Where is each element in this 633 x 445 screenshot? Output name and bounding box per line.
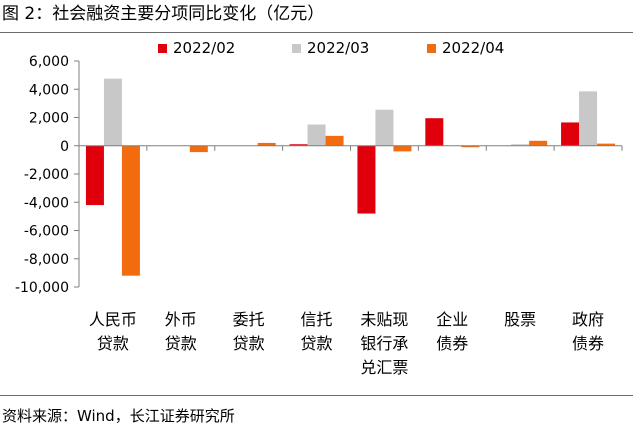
category-label: 债券 (572, 334, 604, 353)
y-tick-label: -8,000 (24, 252, 69, 268)
category-label: 委托 (233, 310, 265, 329)
bar-2022-04 (189, 145, 208, 153)
y-tick-label: -6,000 (24, 224, 69, 240)
bar-2022-03 (579, 91, 598, 146)
bar-chart: 2022/02 2022/03 2022/04 6,000 4,000 2,000 0 -2… (15, 39, 623, 377)
category-label: 企业 (436, 310, 468, 329)
bar-2022-02 (357, 145, 376, 214)
source-note: 资料来源：Wind，长江证券研究所 (2, 407, 235, 425)
y-tick-label: -4,000 (24, 195, 69, 211)
bar-2022-02 (425, 118, 444, 146)
bar-2022-02 (289, 144, 308, 146)
y-tick-label: -2,000 (24, 167, 69, 183)
category-label: 未贴现 (360, 310, 408, 329)
category-label: 贷款 (233, 334, 265, 353)
category-label: 银行承 (360, 334, 408, 353)
bar-2022-04 (461, 145, 480, 148)
chart-legend: 2022/02 2022/03 2022/04 (158, 39, 504, 57)
top-rule (0, 32, 633, 33)
bar-2022-04 (325, 135, 344, 146)
bar-2022-02 (561, 122, 580, 146)
category-label: 政府 (572, 310, 604, 329)
figure-title-bar: 图 2：社会融资主要分项同比变化（亿元） (0, 0, 633, 30)
category-label: 外币 (165, 310, 197, 329)
legend-swatch (158, 44, 167, 53)
bar-2022-03 (307, 124, 326, 146)
category-label: 贷款 (301, 334, 333, 353)
category-label: 贷款 (165, 334, 197, 353)
y-tick-label: 4,000 (29, 82, 69, 98)
chart-bars (85, 78, 616, 276)
category-label: 债券 (436, 334, 468, 353)
y-tick-label: 0 (60, 139, 69, 155)
y-tick-label: -10,000 (15, 280, 69, 296)
legend-swatch (292, 44, 301, 53)
bar-2022-04 (529, 140, 548, 146)
legend-label: 2022/04 (442, 39, 504, 57)
bar-2022-04 (121, 145, 140, 276)
legend-swatch (427, 44, 436, 53)
category-label: 贷款 (97, 334, 129, 353)
category-label: 兑汇票 (360, 358, 408, 377)
bar-2022-03 (511, 144, 530, 146)
bar-2022-04 (257, 142, 276, 146)
bar-2022-03 (375, 109, 394, 146)
category-label: 信托 (301, 310, 333, 329)
bar-2022-02 (85, 145, 104, 206)
legend-label: 2022/02 (173, 39, 235, 57)
y-tick-label: 6,000 (29, 54, 69, 70)
figure-title: 图 2：社会融资主要分项同比变化（亿元） (2, 4, 325, 24)
category-label: 股票 (504, 310, 536, 329)
category-label: 人民币 (89, 310, 137, 329)
y-axis: 6,000 4,000 2,000 0 -2,000 -4,000 -6,000 -8,000… (15, 54, 80, 296)
y-tick-label: 2,000 (29, 111, 69, 127)
legend-label: 2022/03 (307, 39, 369, 57)
bar-2022-04 (393, 145, 412, 152)
bottom-rule (0, 395, 633, 396)
bar-2022-03 (103, 78, 122, 146)
bar-2022-04 (597, 143, 616, 146)
